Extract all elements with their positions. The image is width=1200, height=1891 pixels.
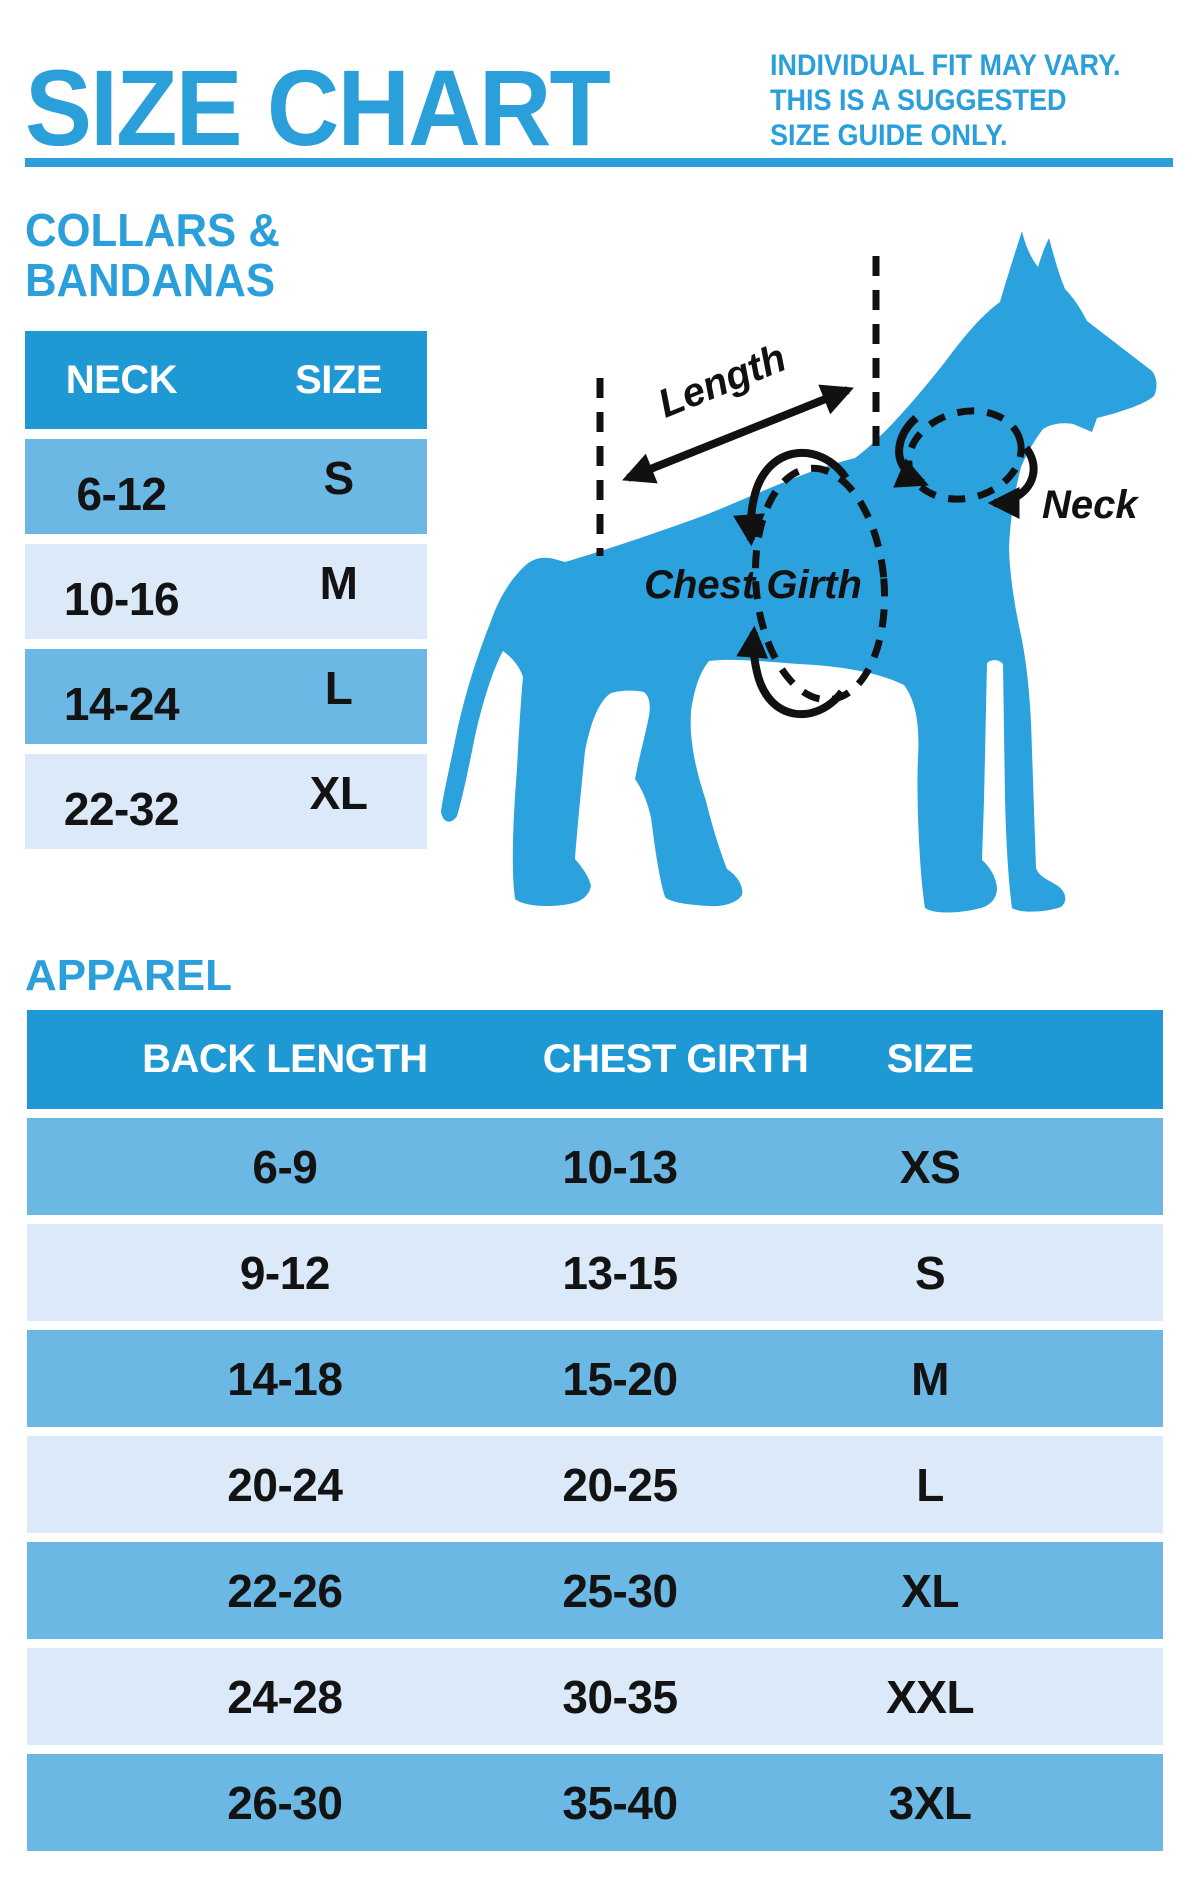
page-title: SIZE CHART: [25, 47, 611, 168]
chest-arrow-bottom: [736, 625, 846, 719]
table-cell: 35-40: [562, 1776, 678, 1829]
table-cell: 22-26: [227, 1564, 343, 1617]
neck-arrow-right: [987, 445, 1038, 519]
table-cell: 20-24: [227, 1458, 343, 1511]
neck-arrow-left: [893, 415, 929, 488]
table-cell: XL: [901, 1564, 959, 1617]
table-cell: 9-12: [239, 1246, 331, 1299]
title-underline: [25, 158, 1173, 167]
column-header: CHEST GIRTH: [542, 1037, 809, 1081]
table-row: 10-16 M: [25, 544, 427, 639]
length-arrow: [622, 384, 854, 484]
table-row: 20-24 20-25 L: [27, 1436, 1163, 1533]
disclaimer-line: SIZE GUIDE ONLY.: [770, 119, 1008, 152]
length-label: Length: [652, 336, 792, 427]
column-header: BACK LENGTH: [142, 1037, 428, 1081]
table-cell: 14-18: [227, 1352, 343, 1405]
table-row: 6-12 S: [25, 439, 427, 534]
chest-girth-label: Chest Girth: [644, 563, 862, 607]
table-cell: L: [324, 661, 353, 714]
apparel-table-header: BACK LENGTH CHEST GIRTH SIZE: [27, 1010, 1163, 1109]
table-cell: 26-30: [227, 1776, 343, 1829]
dog-measurement-diagram: Length Neck Chest Girth: [441, 231, 1157, 913]
table-cell: XXL: [886, 1670, 975, 1723]
column-header: SIZE: [295, 357, 382, 402]
table-cell: 3XL: [888, 1776, 972, 1829]
table-cell: 6-12: [76, 467, 167, 520]
table-cell: XS: [899, 1140, 961, 1193]
collars-heading-line1: COLLARS &: [25, 204, 280, 256]
table-cell: M: [319, 556, 358, 609]
table-row: 14-18 15-20 M: [27, 1330, 1163, 1427]
table-row: 26-30 35-40 3XL: [27, 1754, 1163, 1851]
neck-label: Neck: [1042, 483, 1139, 527]
disclaimer-line: THIS IS A SUGGESTED: [770, 84, 1067, 117]
table-cell: 14-24: [63, 677, 180, 730]
table-cell: 13-15: [562, 1246, 678, 1299]
table-cell: 10-16: [63, 572, 180, 625]
dog-silhouette: [441, 231, 1157, 913]
apparel-section-heading: APPAREL: [25, 951, 232, 1000]
fit-disclaimer: INDIVIDUAL FIT MAY VARY. THIS IS A SUGGE…: [770, 48, 1121, 153]
collars-section-heading: COLLARS & BANDANAS: [25, 205, 280, 305]
collars-size-table: NECK SIZE 6-12 S 10-16 M 14-24 L 22-32 XL: [25, 331, 427, 859]
collars-table-header: NECK SIZE: [25, 331, 427, 429]
table-row: 22-26 25-30 XL: [27, 1542, 1163, 1639]
column-header: NECK: [65, 357, 178, 402]
apparel-size-table: BACK LENGTH CHEST GIRTH SIZE 6-9 10-13 XS 9-1…: [27, 1010, 1163, 1860]
table-cell: 22-32: [63, 782, 180, 835]
table-cell: 25-30: [562, 1564, 678, 1617]
table-cell: 24-28: [227, 1670, 343, 1723]
table-cell: S: [323, 451, 354, 504]
table-cell: 15-20: [562, 1352, 678, 1405]
disclaimer-line: INDIVIDUAL FIT MAY VARY.: [770, 49, 1121, 82]
table-cell: M: [911, 1352, 949, 1405]
table-cell: 10-13: [562, 1140, 678, 1193]
table-row: 6-9 10-13 XS: [27, 1118, 1163, 1215]
table-cell: 30-35: [562, 1670, 678, 1723]
table-row: 24-28 30-35 XXL: [27, 1648, 1163, 1745]
chest-girth-ellipse: [751, 464, 889, 704]
table-cell: 20-25: [562, 1458, 678, 1511]
column-header: SIZE: [886, 1037, 974, 1081]
apparel-table-body: 6-9 10-13 XS 9-12 13-15 S 14-18 15-20 M 20-24 20-2…: [27, 1118, 1163, 1851]
chest-arrow-top: [733, 449, 850, 547]
collars-heading-line2: BANDANAS: [25, 254, 276, 306]
table-cell: 6-9: [252, 1140, 318, 1193]
table-cell: L: [916, 1458, 944, 1511]
table-row: 14-24 L: [25, 649, 427, 744]
collars-table-body: 6-12 S 10-16 M 14-24 L 22-32 XL: [25, 439, 427, 849]
table-cell: S: [915, 1246, 946, 1299]
table-cell: XL: [309, 766, 368, 819]
table-row: 22-32 XL: [25, 754, 427, 849]
table-row: 9-12 13-15 S: [27, 1224, 1163, 1321]
